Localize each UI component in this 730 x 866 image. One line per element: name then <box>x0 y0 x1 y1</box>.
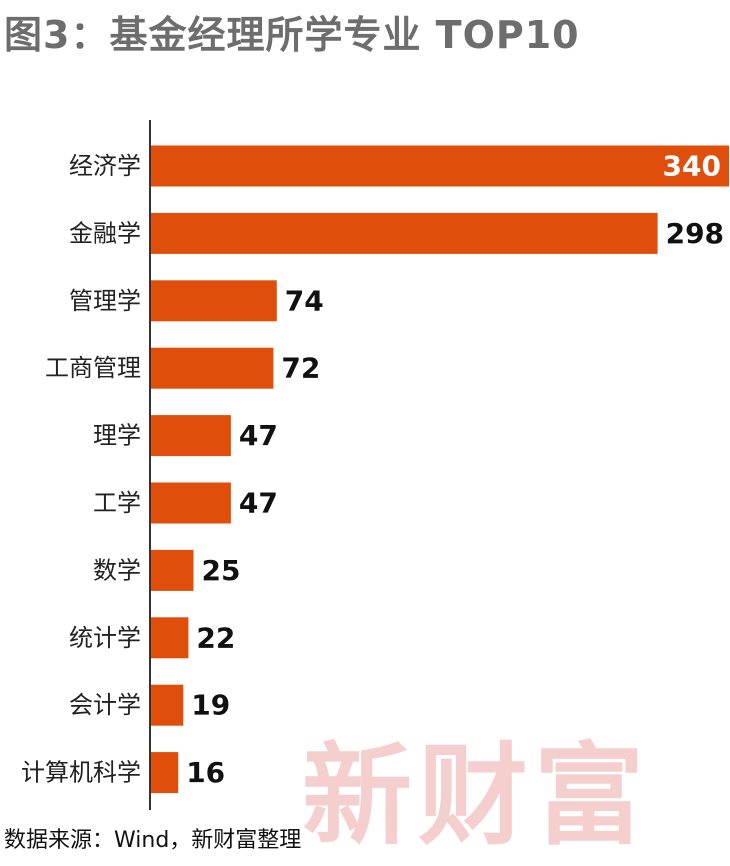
bar-1 <box>151 212 658 254</box>
value-label-7: 22 <box>196 621 235 654</box>
value-label-9: 16 <box>186 756 225 789</box>
value-label-1: 298 <box>666 217 724 250</box>
watermark-text: 新财富 <box>302 731 650 860</box>
category-label-2: 管理学 <box>69 287 141 315</box>
bar-7 <box>151 617 189 659</box>
category-label-6: 数学 <box>93 556 141 584</box>
category-label-9: 计算机科学 <box>21 759 141 787</box>
value-label-6: 25 <box>202 554 241 587</box>
value-label-8: 19 <box>191 689 230 722</box>
value-label-3: 72 <box>281 352 320 385</box>
bar-9 <box>151 752 179 794</box>
source-note: 数据来源：Wind，新财富整理 <box>4 828 302 853</box>
value-label-4: 47 <box>239 419 278 452</box>
value-label-5: 47 <box>239 487 278 520</box>
value-label-0: 340 <box>663 150 721 183</box>
category-label-7: 统计学 <box>69 624 141 652</box>
value-label-2: 74 <box>285 284 324 317</box>
chart-title: 图3：基金经理所学专业 TOP10 <box>4 13 580 57</box>
category-label-0: 经济学 <box>69 152 141 180</box>
category-label-4: 理学 <box>93 422 141 450</box>
bar-3 <box>151 347 274 389</box>
bar-4 <box>151 415 231 457</box>
bar-0 <box>151 145 729 187</box>
category-label-8: 会计学 <box>69 691 141 719</box>
category-label-3: 工商管理 <box>45 354 141 382</box>
bar-5 <box>151 482 231 524</box>
category-label-1: 金融学 <box>69 219 141 247</box>
bars-group: 经济学 340 金融学 298 管理学 74 工商管理 72 理学 47 工学 47 数学 25 统计学 22… <box>21 145 729 794</box>
bar-2 <box>151 280 277 322</box>
bar-6 <box>151 549 194 591</box>
category-label-5: 工学 <box>93 489 141 517</box>
bar-8 <box>151 684 184 726</box>
